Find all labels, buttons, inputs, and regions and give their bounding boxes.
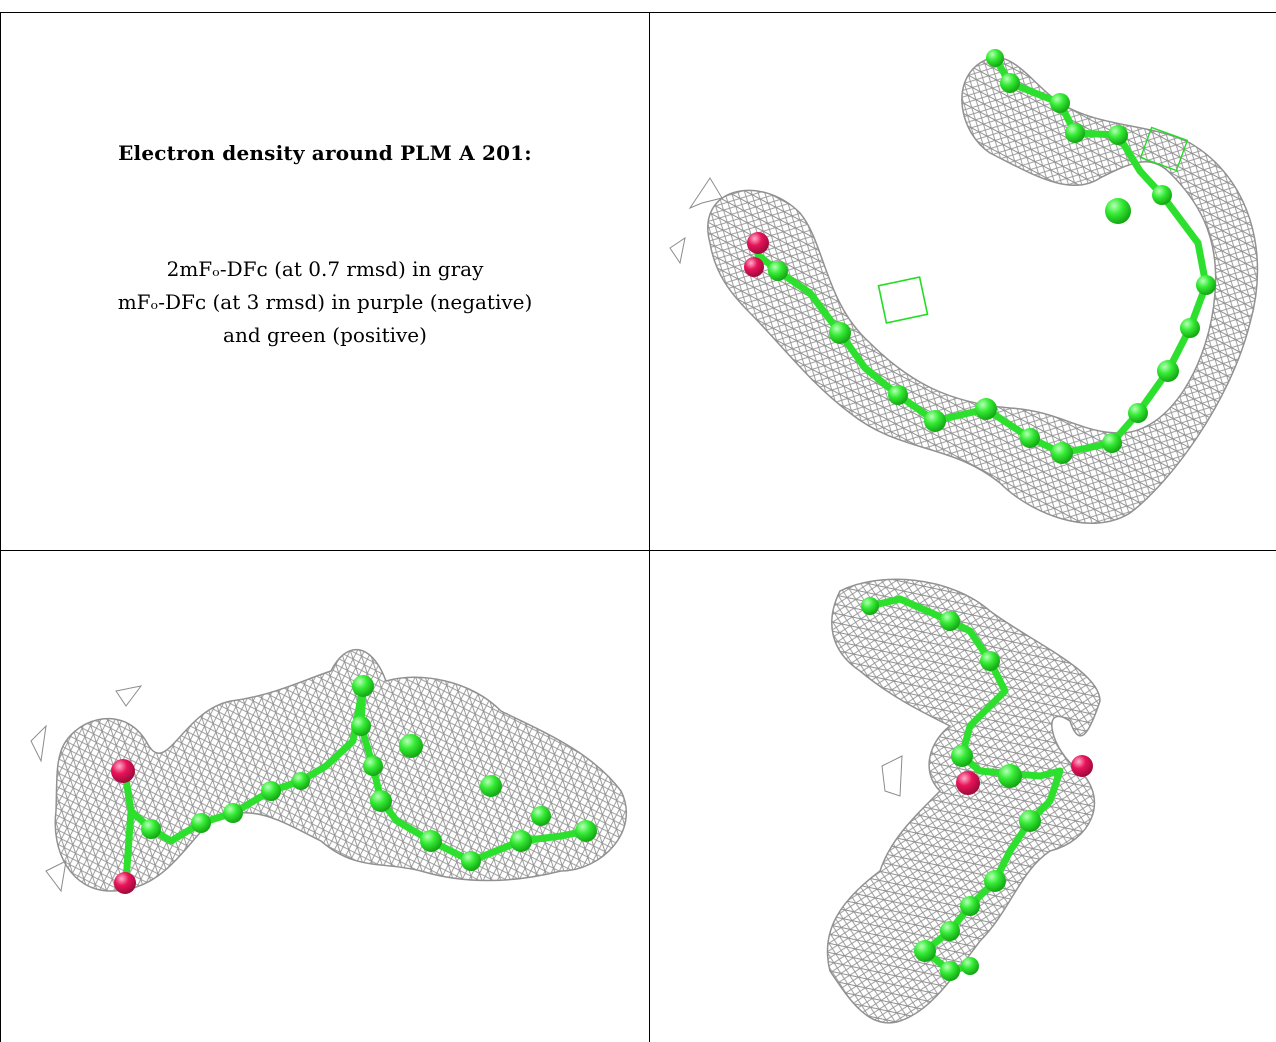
caption-panel: Electron density around PLM A 201: 2mFₒ-… <box>0 12 650 550</box>
carbon-atoms <box>768 49 1216 464</box>
oxygen-atoms <box>111 759 136 894</box>
oxygen-atoms <box>956 755 1093 795</box>
density-view-top-right <box>650 12 1276 550</box>
carbon-atoms <box>861 597 1041 981</box>
density-view-bottom-left <box>0 550 650 1042</box>
density-mesh <box>707 56 1259 524</box>
figure-title: Electron density around PLM A 201: <box>118 141 532 165</box>
legend-line-fo: mFₒ-DFᴄ (at 3 rmsd) in purple (negative) <box>117 290 533 314</box>
legend-line-positive: and green (positive) <box>223 323 427 347</box>
carbon-atoms <box>141 675 597 871</box>
molecule-bonds <box>866 595 1064 975</box>
density-view-bottom-right <box>650 550 1276 1042</box>
oxygen-atoms <box>744 232 769 277</box>
density-render-bottom-left <box>30 648 628 894</box>
legend-line-2fo: 2mFₒ-DFᴄ (at 0.7 rmsd) in gray <box>166 257 484 281</box>
density-mesh <box>826 578 1101 1024</box>
positive-density-blob <box>877 276 929 324</box>
positive-density-blob <box>1139 126 1189 172</box>
legend-text: 2mFₒ-DFᴄ (at 0.7 rmsd) in gray mFₒ-DFᴄ (… <box>1 253 649 352</box>
density-render-top-right <box>669 49 1259 524</box>
density-render-bottom-right <box>826 578 1101 1024</box>
